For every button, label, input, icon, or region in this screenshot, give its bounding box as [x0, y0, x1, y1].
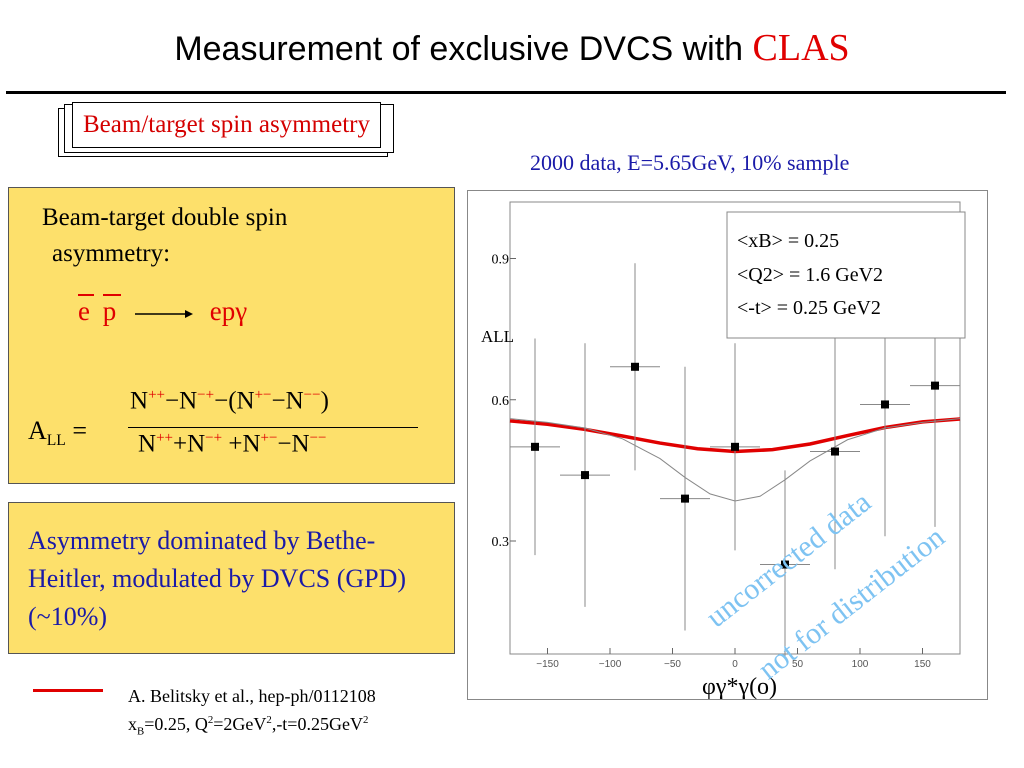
data-caption: 2000 data, E=5.65GeV, 10% sample — [530, 150, 850, 175]
arrow-bar-icon — [102, 294, 121, 296]
minus-sign: − — [277, 430, 292, 458]
section-tag: Beam/target spin asymmetry — [72, 102, 381, 148]
n-symbol: N — [187, 430, 206, 458]
x-tick-label: −50 — [664, 659, 681, 670]
title-text: Measurement of exclusive DVCS with — [174, 30, 744, 68]
n-symbol: N — [291, 430, 310, 458]
legend-line: <xB> = 0.25 — [737, 230, 839, 252]
n-symbol: N — [236, 387, 255, 415]
legend-line: <-t> = 0.25 GeV2 — [737, 297, 881, 319]
data-point — [581, 471, 589, 480]
x-tick-label: 150 — [914, 659, 931, 670]
legend-red-line — [33, 689, 103, 692]
reaction-electron: e — [78, 296, 90, 326]
data-point — [831, 447, 839, 456]
helicity-pp: ++ — [148, 387, 165, 403]
n-symbol: N — [130, 387, 149, 415]
reaction-products: epγ — [209, 296, 248, 326]
definition-heading: Beam-target double spin asymmetry: — [42, 200, 287, 272]
fraction-bar — [128, 427, 418, 428]
helicity-mm: −− — [303, 387, 321, 403]
n-symbol: N — [285, 387, 304, 415]
asymmetry-chart: −150 −100 −50 0 50 100 150 0.9 0.6 0.3 <xB> = 0.2… — [481, 201, 966, 700]
reaction-formula: e p epγ — [78, 294, 248, 327]
x-tick-label: −100 — [599, 659, 622, 670]
y-tick-label: 0.6 — [492, 394, 510, 409]
ref-sup: 2 — [362, 714, 369, 726]
helicity-pp: ++ — [156, 430, 173, 446]
all-equals: = — [65, 416, 88, 445]
helicity-mp: −+ — [197, 387, 215, 403]
note-panel — [8, 502, 455, 654]
definition-line-2: asymmetry: — [52, 240, 171, 267]
close-paren: ) — [320, 387, 329, 415]
title-accent: CLAS — [752, 27, 850, 69]
n-symbol: N — [179, 387, 198, 415]
minus-sign: − — [271, 387, 286, 415]
x-axis-label: φγ*γ(o) — [702, 674, 777, 700]
data-point — [531, 442, 539, 451]
y-tick-label: 0.9 — [492, 253, 510, 268]
plot-frame — [467, 190, 988, 700]
arrow-bar-icon — [78, 294, 94, 296]
all-letter: A — [28, 416, 47, 445]
arrow-icon — [134, 309, 193, 318]
ref-part: =0.25, Q — [144, 714, 208, 734]
x-tick-label: 100 — [852, 659, 869, 670]
reference-citation: A. Belitsky et al., hep-ph/0112108 — [128, 686, 376, 706]
n-symbol: N — [242, 430, 261, 458]
data-point — [881, 400, 889, 409]
formula-denominator: N+++N−+ +N+−−N−− — [138, 430, 327, 458]
all-subscript: LL — [46, 432, 66, 450]
data-point — [781, 560, 789, 569]
data-point — [631, 362, 639, 371]
plus-sign: + — [172, 430, 188, 458]
helicity-mp: −+ — [205, 430, 223, 446]
definition-line-1: Beam-target double spin — [42, 204, 288, 231]
data-point — [931, 381, 939, 390]
ref-sup: 2 — [266, 714, 272, 726]
page-title: Measurement of exclusive DVCS with CLAS — [0, 26, 1024, 70]
legend-line: <Q2> = 1.6 GeV2 — [737, 264, 883, 286]
x-tick-label: 50 — [792, 659, 804, 670]
ref-sup: 2 — [207, 714, 214, 726]
definition-panel — [8, 187, 455, 484]
all-symbol: ALL = — [28, 416, 87, 450]
ref-part: =2GeV — [213, 714, 267, 734]
x-tick-label: −150 — [536, 659, 559, 670]
y-axis-label: ALL — [481, 327, 514, 346]
helicity-pm: +− — [260, 430, 278, 446]
helicity-pm: +− — [254, 387, 272, 403]
reaction-proton: p — [102, 296, 117, 326]
y-tick-label: 0.3 — [492, 535, 510, 550]
plus-sign: + — [222, 430, 243, 458]
x-tick-label: 0 — [732, 659, 738, 670]
open-paren: ( — [228, 387, 237, 415]
minus-sign: − — [164, 387, 180, 415]
legend-box — [726, 211, 966, 339]
ref-part: ,-t=0.25GeV — [271, 714, 363, 734]
reference-text: A. Belitsky et al., hep-ph/0112108 xB=0.… — [128, 684, 376, 744]
formula-numerator: N++−N−+−(N+−−N−−) — [130, 387, 329, 415]
data-point — [681, 494, 689, 503]
data-point — [731, 442, 739, 451]
title-divider — [6, 91, 1006, 94]
helicity-mm: −− — [309, 430, 327, 446]
ref-x-sub: B — [137, 725, 145, 738]
asymmetry-note: Asymmetry dominated by Bethe-Heitler, mo… — [28, 526, 407, 631]
ref-x: x — [128, 714, 137, 734]
n-symbol: N — [138, 430, 157, 458]
minus-sign: − — [214, 387, 229, 415]
reference-kinematics: xB=0.25, Q2=2GeV2,-t=0.25GeV2 — [128, 708, 376, 744]
